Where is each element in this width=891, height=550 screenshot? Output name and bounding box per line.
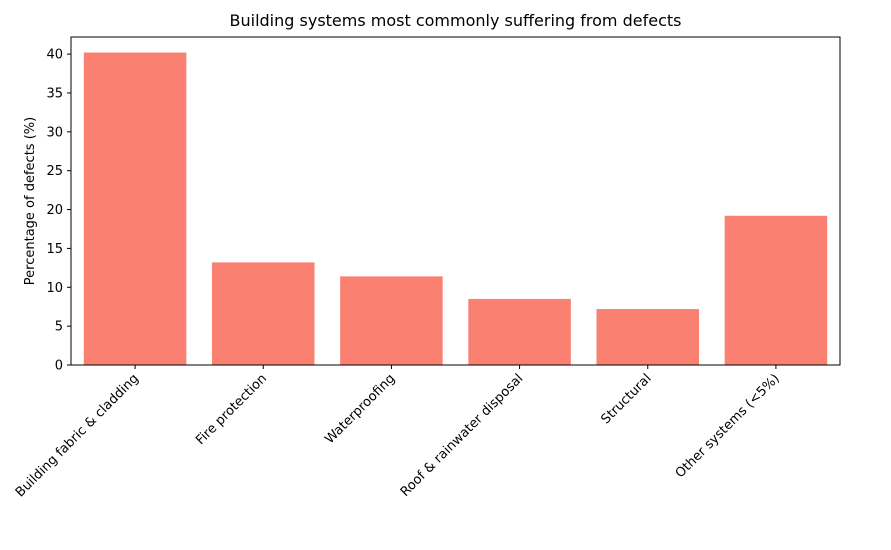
y-tick-label-6: 30: [46, 125, 63, 140]
x-tick-label-3: Roof & rainwater disposal: [398, 371, 527, 500]
y-tick-label-5: 25: [46, 164, 63, 179]
y-tick-label-7: 35: [46, 86, 63, 101]
y-tick-label-8: 40: [46, 48, 63, 63]
x-tick-label-4: Structural: [598, 371, 654, 427]
plot-area: 0 5 10 15 20 25 30 35 40 Building fabric & claddi…: [13, 36, 841, 500]
bar-1: [211, 262, 315, 365]
x-tick-label-0: Building fabric & cladding: [13, 371, 142, 500]
x-tick-label-5: Other systems (<5%): [673, 371, 783, 481]
x-tick-label-1: Fire protection: [193, 371, 270, 448]
y-tick-label-3: 15: [46, 242, 63, 257]
y-axis-label: Percentage of defects (%): [23, 117, 38, 285]
y-tick-label-0: 0: [55, 359, 63, 374]
x-tick-label-2: Waterproofing: [322, 371, 398, 447]
bar-5: [724, 215, 828, 365]
axes-frame: [70, 36, 841, 366]
bar-3: [468, 298, 571, 365]
bar-2: [340, 276, 443, 365]
y-tick-label-2: 10: [46, 281, 63, 296]
chart-title: Building systems most commonly suffering…: [230, 11, 682, 30]
y-tick-label-4: 20: [46, 203, 63, 218]
bar-4: [596, 309, 700, 365]
y-tick-label-1: 5: [55, 320, 63, 335]
bar-0: [83, 52, 187, 366]
